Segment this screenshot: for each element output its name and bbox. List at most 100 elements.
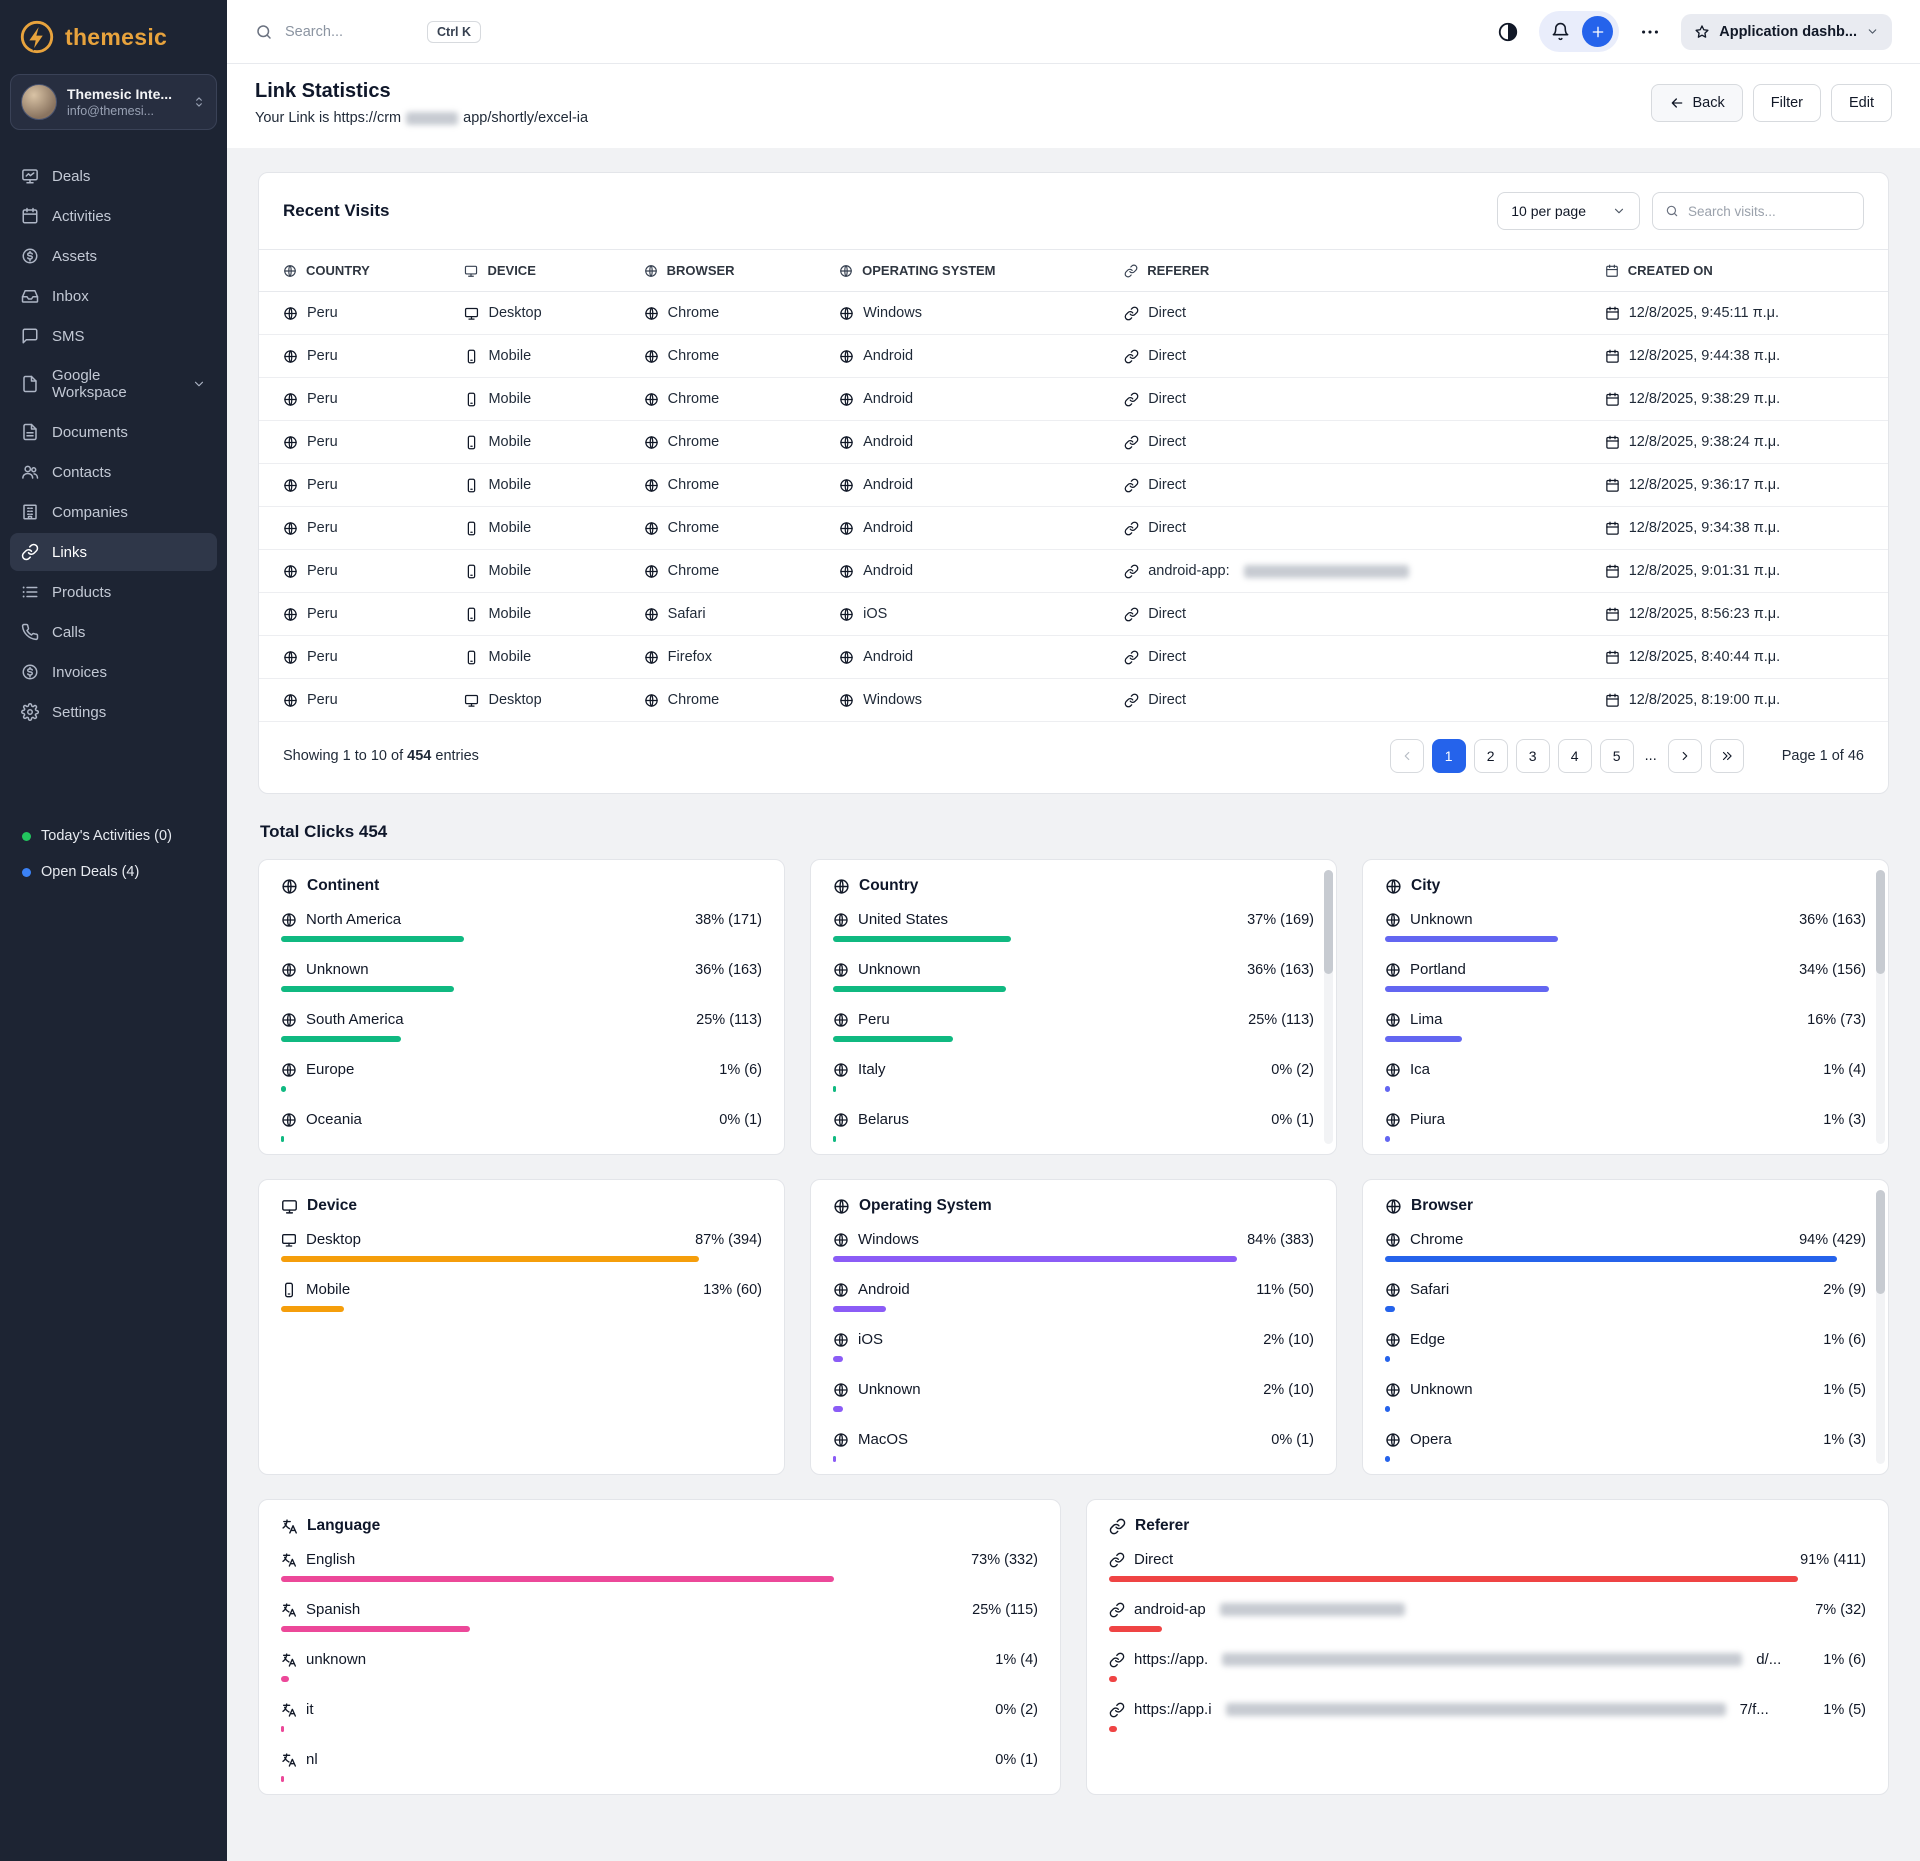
content: Recent Visits 10 per page CO bbox=[227, 148, 1920, 1861]
logo[interactable]: themesic bbox=[0, 0, 227, 70]
sidebar-item-assets[interactable]: Assets bbox=[10, 237, 217, 275]
sidebar-footer-today-s-activities-0[interactable]: Today's Activities (0) bbox=[22, 828, 205, 844]
avatar bbox=[21, 84, 57, 120]
workspace-switcher[interactable]: Themesic Inte... info@themesi... bbox=[10, 74, 217, 130]
scrollbar-thumb[interactable] bbox=[1876, 1190, 1885, 1294]
globe-icon bbox=[283, 264, 297, 278]
dashboard-selector-label: Application dashb... bbox=[1719, 24, 1857, 40]
cell-country: Peru bbox=[259, 335, 454, 378]
status-dot bbox=[22, 868, 31, 877]
cell-os: Windows bbox=[829, 679, 1114, 722]
globe-icon bbox=[644, 349, 659, 364]
pagination-prev[interactable] bbox=[1390, 739, 1424, 773]
stat-value: 94% (429) bbox=[1787, 1232, 1866, 1248]
globe-icon bbox=[1385, 1232, 1401, 1248]
sidebar-footer-open-deals-4[interactable]: Open Deals (4) bbox=[22, 864, 205, 880]
page-title: Link Statistics bbox=[255, 80, 588, 103]
pagination-page-1[interactable]: 1 bbox=[1432, 739, 1466, 773]
stat-card-header: Device bbox=[281, 1197, 762, 1215]
edit-button[interactable]: Edit bbox=[1831, 84, 1892, 122]
globe-icon bbox=[833, 1232, 849, 1248]
theme-toggle-button[interactable] bbox=[1497, 21, 1519, 43]
calendar-icon bbox=[1605, 607, 1620, 622]
dollar-icon bbox=[21, 663, 39, 681]
stat-row-windows: Windows84% (383) bbox=[833, 1222, 1314, 1272]
sidebar-item-documents[interactable]: Documents bbox=[10, 413, 217, 451]
globe-icon bbox=[833, 1198, 850, 1215]
monitor-icon bbox=[464, 306, 479, 321]
globe-icon bbox=[1385, 1282, 1401, 1298]
sidebar-item-deals[interactable]: Deals bbox=[10, 157, 217, 195]
stat-card-title: Operating System bbox=[859, 1197, 992, 1215]
global-search[interactable]: Ctrl K bbox=[255, 21, 481, 43]
globe-icon bbox=[833, 912, 849, 928]
monitor-icon bbox=[464, 693, 479, 708]
stat-value: 0% (1) bbox=[707, 1112, 762, 1128]
per-page-select[interactable]: 10 per page bbox=[1497, 192, 1640, 230]
sidebar-item-activities[interactable]: Activities bbox=[10, 197, 217, 235]
back-button[interactable]: Back bbox=[1651, 84, 1743, 122]
pagination-page-3[interactable]: 3 bbox=[1516, 739, 1550, 773]
cell-referer: Direct bbox=[1114, 421, 1595, 464]
sidebar-item-label: Contacts bbox=[52, 464, 111, 481]
add-button[interactable] bbox=[1582, 16, 1613, 47]
sidebar-item-label: Settings bbox=[52, 704, 106, 721]
sidebar-item-companies[interactable]: Companies bbox=[10, 493, 217, 531]
sidebar-item-inbox[interactable]: Inbox bbox=[10, 277, 217, 315]
bell-icon[interactable] bbox=[1551, 22, 1570, 41]
filter-button[interactable]: Filter bbox=[1753, 84, 1821, 122]
stat-value: 1% (3) bbox=[1811, 1432, 1866, 1448]
pagination-last[interactable] bbox=[1710, 739, 1744, 773]
stat-row-https-app: https://app.d/...1% (6) bbox=[1109, 1642, 1866, 1692]
stat-value: 91% (411) bbox=[1788, 1552, 1866, 1568]
pagination-next[interactable] bbox=[1668, 739, 1702, 773]
cell-device: Mobile bbox=[454, 507, 633, 550]
pagination-page-4[interactable]: 4 bbox=[1558, 739, 1592, 773]
sidebar-item-settings[interactable]: Settings bbox=[10, 693, 217, 731]
sidebar-item-invoices[interactable]: Invoices bbox=[10, 653, 217, 691]
stat-card-header: City bbox=[1385, 877, 1866, 895]
pagination-page-5[interactable]: 5 bbox=[1600, 739, 1634, 773]
globe-icon bbox=[281, 912, 297, 928]
scrollbar-thumb[interactable] bbox=[1876, 870, 1885, 974]
cell-device: Mobile bbox=[454, 550, 633, 593]
sidebar-item-google-workspace[interactable]: Google Workspace bbox=[10, 357, 217, 411]
globe-icon bbox=[283, 521, 298, 536]
main-column: Ctrl K Application dashb... Link Statist… bbox=[227, 0, 1920, 1861]
dashboard-selector[interactable]: Application dashb... bbox=[1681, 14, 1892, 50]
cell-browser: Chrome bbox=[634, 550, 829, 593]
scrollbar[interactable] bbox=[1876, 1190, 1885, 1464]
stat-row-unknown: unknown1% (4) bbox=[281, 1642, 1038, 1692]
half-circle-icon bbox=[1497, 21, 1519, 43]
visits-search-input[interactable] bbox=[1688, 204, 1851, 219]
stat-bar bbox=[1109, 1626, 1162, 1632]
scrollbar[interactable] bbox=[1876, 870, 1885, 1144]
smartphone-icon bbox=[464, 478, 479, 493]
stat-value: 1% (4) bbox=[1811, 1062, 1866, 1078]
globe-icon bbox=[644, 264, 658, 278]
calendar-icon bbox=[1605, 478, 1620, 493]
link-icon bbox=[1124, 650, 1139, 665]
more-options-button[interactable] bbox=[1639, 21, 1661, 43]
profile-name: Themesic Inte... bbox=[67, 86, 172, 102]
stat-row-nl: nl0% (1) bbox=[281, 1742, 1038, 1792]
visit-row: PeruMobileChromeAndroidDirect12/8/2025, … bbox=[259, 335, 1888, 378]
visits-search[interactable] bbox=[1652, 192, 1864, 230]
sidebar-item-contacts[interactable]: Contacts bbox=[10, 453, 217, 491]
scrollbar-thumb[interactable] bbox=[1324, 870, 1333, 974]
cell-country: Peru bbox=[259, 636, 454, 679]
globe-icon bbox=[281, 1012, 297, 1028]
sidebar-item-sms[interactable]: SMS bbox=[10, 317, 217, 355]
scrollbar[interactable] bbox=[1324, 870, 1333, 1144]
smartphone-icon bbox=[464, 521, 479, 536]
stat-value: 1% (5) bbox=[1811, 1702, 1866, 1718]
sidebar-item-links[interactable]: Links bbox=[10, 533, 217, 571]
stat-row-north-america: North America38% (171) bbox=[281, 902, 762, 952]
stat-list: Windows84% (383)Android11% (50)iOS2% (10… bbox=[833, 1222, 1314, 1472]
sidebar-item-products[interactable]: Products bbox=[10, 573, 217, 611]
stat-row-mobile: Mobile13% (60) bbox=[281, 1272, 762, 1322]
calendar-icon bbox=[1605, 349, 1620, 364]
pagination-page-2[interactable]: 2 bbox=[1474, 739, 1508, 773]
global-search-input[interactable] bbox=[285, 24, 415, 40]
sidebar-item-calls[interactable]: Calls bbox=[10, 613, 217, 651]
